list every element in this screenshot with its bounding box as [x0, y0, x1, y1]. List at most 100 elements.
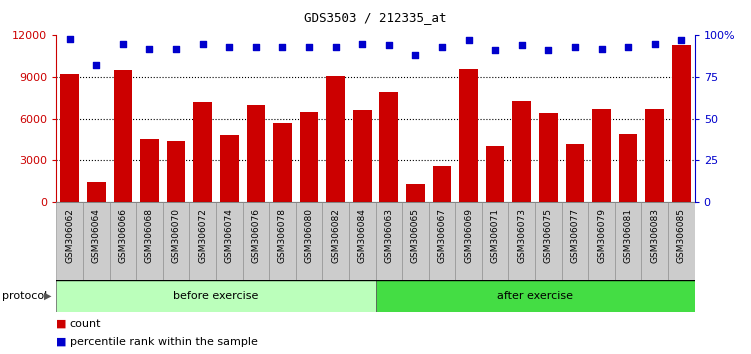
Bar — [460, 69, 478, 202]
Point — [356, 41, 368, 46]
Point — [90, 63, 102, 68]
Bar — [56, 280, 376, 312]
Bar — [668, 202, 695, 280]
Text: percentile rank within the sample: percentile rank within the sample — [70, 337, 258, 347]
Text: GSM306081: GSM306081 — [623, 208, 632, 263]
Point — [489, 47, 501, 53]
Point — [330, 44, 342, 50]
Text: GSM306083: GSM306083 — [650, 208, 659, 263]
Text: GSM306084: GSM306084 — [357, 208, 366, 263]
Text: GSM306078: GSM306078 — [278, 208, 287, 263]
Point — [596, 46, 608, 52]
Bar — [296, 202, 322, 280]
Point — [223, 44, 235, 50]
Point — [675, 38, 687, 43]
Point — [516, 42, 528, 48]
Bar — [349, 202, 376, 280]
Text: GSM306074: GSM306074 — [225, 208, 234, 263]
Bar — [482, 202, 508, 280]
Bar — [300, 112, 318, 202]
Text: GSM306082: GSM306082 — [331, 208, 340, 263]
Text: GSM306063: GSM306063 — [385, 208, 394, 263]
Point — [409, 52, 421, 58]
Bar — [566, 144, 584, 202]
Point — [250, 44, 262, 50]
Bar — [60, 74, 79, 202]
Text: GSM306071: GSM306071 — [490, 208, 499, 263]
Bar — [429, 202, 455, 280]
Point — [117, 41, 129, 46]
Text: GSM306080: GSM306080 — [304, 208, 313, 263]
Text: ■: ■ — [56, 319, 67, 329]
Bar — [189, 202, 216, 280]
Text: GSM306077: GSM306077 — [571, 208, 580, 263]
Bar — [402, 202, 429, 280]
Bar — [539, 113, 558, 202]
Bar — [641, 202, 668, 280]
Bar — [433, 166, 451, 202]
Point — [436, 44, 448, 50]
Text: count: count — [70, 319, 101, 329]
Point — [276, 44, 288, 50]
Text: GSM306072: GSM306072 — [198, 208, 207, 263]
Bar — [486, 146, 505, 202]
Point — [143, 46, 155, 52]
Text: after exercise: after exercise — [497, 291, 573, 301]
Text: GSM306076: GSM306076 — [252, 208, 261, 263]
Text: before exercise: before exercise — [173, 291, 258, 301]
Bar — [322, 202, 349, 280]
Text: GSM306065: GSM306065 — [411, 208, 420, 263]
Bar — [110, 202, 136, 280]
Point — [197, 41, 209, 46]
Text: GSM306062: GSM306062 — [65, 208, 74, 263]
Bar — [167, 141, 185, 202]
Bar — [140, 139, 158, 202]
Point — [383, 42, 395, 48]
Bar — [326, 76, 345, 202]
Bar — [593, 109, 611, 202]
Bar — [615, 202, 641, 280]
Text: GSM306079: GSM306079 — [597, 208, 606, 263]
Text: GSM306073: GSM306073 — [517, 208, 526, 263]
Point — [622, 44, 634, 50]
Text: GDS3503 / 212335_at: GDS3503 / 212335_at — [304, 11, 447, 24]
Point — [542, 47, 554, 53]
Bar — [645, 109, 664, 202]
Bar — [243, 202, 269, 280]
Text: GSM306064: GSM306064 — [92, 208, 101, 263]
Bar — [83, 202, 110, 280]
Text: ▶: ▶ — [44, 291, 51, 301]
Bar — [216, 202, 243, 280]
Point — [463, 38, 475, 43]
Bar — [376, 202, 402, 280]
Text: GSM306070: GSM306070 — [171, 208, 180, 263]
Text: GSM306085: GSM306085 — [677, 208, 686, 263]
Bar — [87, 182, 106, 202]
Bar — [269, 202, 296, 280]
Bar — [376, 280, 695, 312]
Point — [569, 44, 581, 50]
Bar — [562, 202, 588, 280]
Text: protocol: protocol — [2, 291, 47, 301]
Text: GSM306075: GSM306075 — [544, 208, 553, 263]
Bar — [672, 45, 691, 202]
Bar — [193, 102, 212, 202]
Text: GSM306068: GSM306068 — [145, 208, 154, 263]
Bar — [406, 184, 425, 202]
Bar — [455, 202, 482, 280]
Bar — [220, 135, 239, 202]
Bar — [588, 202, 615, 280]
Bar — [512, 101, 531, 202]
Bar — [113, 70, 132, 202]
Bar — [535, 202, 562, 280]
Point — [303, 44, 315, 50]
Text: GSM306067: GSM306067 — [438, 208, 447, 263]
Bar — [619, 134, 638, 202]
Point — [64, 36, 76, 41]
Point — [170, 46, 182, 52]
Text: GSM306069: GSM306069 — [464, 208, 473, 263]
Bar — [508, 202, 535, 280]
Bar — [246, 105, 265, 202]
Bar — [163, 202, 189, 280]
Point — [649, 41, 661, 46]
